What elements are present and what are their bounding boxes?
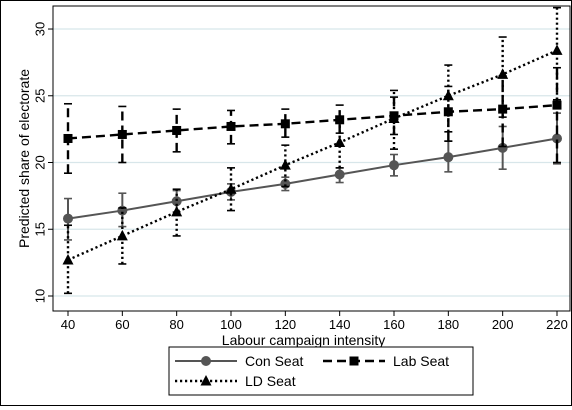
- series-1: [63, 66, 562, 174]
- x-tick-label-100: 100: [220, 317, 242, 332]
- legend: Con Seat Lab Seat LD Seat: [168, 346, 474, 396]
- legend-box: [168, 346, 474, 396]
- series-line: [67, 103, 558, 140]
- data-point: [226, 121, 236, 131]
- x-tick-label-200: 200: [492, 317, 514, 332]
- x-tick-label-180: 180: [437, 317, 459, 332]
- x-tick-label-40: 40: [61, 317, 75, 332]
- legend-label: Con Seat: [245, 353, 303, 369]
- data-point: [551, 44, 563, 55]
- data-point: [117, 205, 128, 216]
- data-point: [63, 133, 73, 143]
- data-point: [552, 133, 562, 144]
- data-point: [171, 205, 183, 217]
- series-line: [67, 49, 558, 262]
- y-tick-label-30: 30: [32, 22, 47, 36]
- x-tick-label-140: 140: [329, 317, 351, 332]
- data-point: [497, 68, 509, 79]
- legend-item-1: Lab Seat: [323, 353, 449, 369]
- data-point: [63, 213, 73, 224]
- y-tick-label-10: 10: [32, 289, 47, 303]
- y-tick-label-20: 20: [32, 155, 47, 169]
- plot-area: [52, 5, 571, 312]
- legend-label: Lab Seat: [393, 353, 449, 369]
- y-tick-label-25: 25: [32, 89, 47, 103]
- data-point: [334, 136, 346, 147]
- x-axis: 40 60 80 100 120 140 160 180 200 220: [61, 311, 568, 332]
- series-2: [62, 6, 563, 295]
- legend-marker: [201, 356, 211, 366]
- data-point: [225, 183, 237, 194]
- data-point: [116, 229, 128, 241]
- data-point: [389, 160, 399, 171]
- y-axis-label: Predicted share of electorate: [16, 69, 32, 248]
- x-tick-label-160: 160: [383, 317, 405, 332]
- legend-marker: [349, 356, 359, 366]
- data-point: [172, 125, 182, 135]
- x-tick-label-120: 120: [274, 317, 296, 332]
- x-axis-label: Labour campaign intensity: [222, 332, 385, 348]
- data-point: [497, 142, 508, 153]
- x-tick-label-80: 80: [169, 317, 183, 332]
- data-point: [280, 119, 290, 129]
- data-point: [279, 159, 291, 170]
- gridlines: [53, 28, 570, 297]
- x-tick-label-60: 60: [115, 317, 129, 332]
- legend-label: LD Seat: [245, 373, 296, 389]
- series-line: [67, 137, 558, 220]
- legend-marker: [200, 375, 212, 386]
- data-point: [334, 169, 345, 180]
- series-layer: [62, 6, 563, 295]
- data-point: [171, 196, 182, 207]
- data-point: [442, 89, 454, 101]
- legend-item-2: LD Seat: [175, 373, 296, 389]
- data-point: [388, 112, 400, 123]
- data-point: [62, 253, 74, 265]
- data-point: [552, 100, 562, 110]
- data-point: [443, 152, 454, 163]
- legend-item-0: Con Seat: [175, 353, 303, 369]
- data-point: [117, 129, 127, 139]
- x-tick-label-220: 220: [546, 317, 568, 332]
- y-tick-label-15: 15: [32, 222, 47, 236]
- data-point: [498, 104, 508, 114]
- y-axis: 10 15 20 25 30: [32, 22, 53, 303]
